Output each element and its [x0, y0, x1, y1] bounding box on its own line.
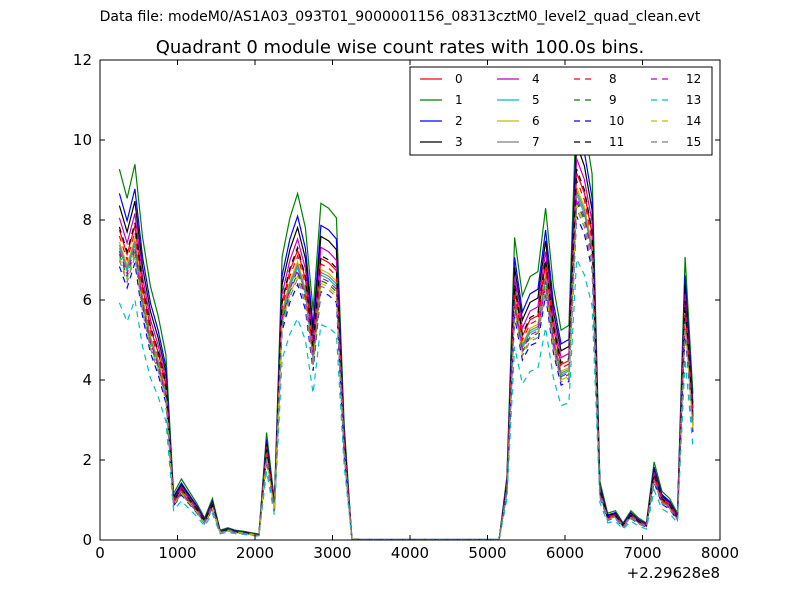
x-tick-label: 5000 [468, 544, 506, 562]
series-line-14 [118, 204, 694, 540]
legend-label-10: 10 [609, 114, 624, 128]
series-line-11 [118, 168, 694, 540]
series-line-1 [118, 100, 694, 540]
x-tick-label: 7000 [623, 544, 661, 562]
x-tick-label: 0 [95, 544, 105, 562]
legend-label-9: 9 [609, 93, 617, 107]
legend-label-4: 4 [532, 72, 540, 86]
x-tick-label: 3000 [313, 544, 351, 562]
x-tick-label: 2000 [236, 544, 274, 562]
legend-label-6: 6 [532, 114, 540, 128]
series-line-0 [118, 172, 694, 540]
legend-label-1: 1 [455, 93, 463, 107]
legend-box [409, 66, 713, 156]
series-line-4 [118, 158, 694, 540]
legend-label-14: 14 [686, 114, 701, 128]
y-tick-label: 6 [82, 291, 92, 309]
legend-label-0: 0 [455, 72, 463, 86]
legend-label-11: 11 [609, 135, 624, 149]
series-line-10 [118, 215, 694, 540]
x-offset-label: +2.29628e8 [627, 564, 720, 582]
series-line-8 [118, 179, 694, 540]
legend-label-15: 15 [686, 135, 701, 149]
y-tick-label: 10 [73, 131, 92, 149]
y-tick-label: 0 [82, 531, 92, 549]
legend-label-12: 12 [686, 72, 701, 86]
legend-label-3: 3 [455, 135, 463, 149]
x-tick-label: 6000 [546, 544, 584, 562]
legend-label-7: 7 [532, 135, 540, 149]
chart-title: Quadrant 0 module wise count rates with … [155, 37, 645, 58]
y-tick-label: 12 [73, 51, 92, 69]
data-file-title: Data file: modeM0/AS1A03_093T01_90000011… [99, 9, 701, 25]
legend-label-2: 2 [455, 114, 463, 128]
x-tick-label: 4000 [391, 544, 429, 562]
series-line-13 [118, 256, 694, 540]
legend-label-8: 8 [609, 72, 617, 86]
series-line-15 [118, 208, 694, 540]
series-line-6 [118, 186, 694, 540]
series-line-2 [118, 129, 694, 540]
series-line-5 [118, 194, 694, 540]
x-tick-label: 1000 [158, 544, 196, 562]
legend-label-13: 13 [686, 93, 701, 107]
y-tick-label: 8 [82, 211, 92, 229]
series-line-7 [118, 190, 694, 540]
y-tick-label: 4 [82, 371, 92, 389]
series-line-9 [118, 201, 694, 540]
y-tick-label: 2 [82, 451, 92, 469]
series-line-12 [118, 197, 694, 540]
series-line-3 [118, 143, 694, 540]
x-tick-label: 8000 [701, 544, 739, 562]
legend-label-5: 5 [532, 93, 540, 107]
